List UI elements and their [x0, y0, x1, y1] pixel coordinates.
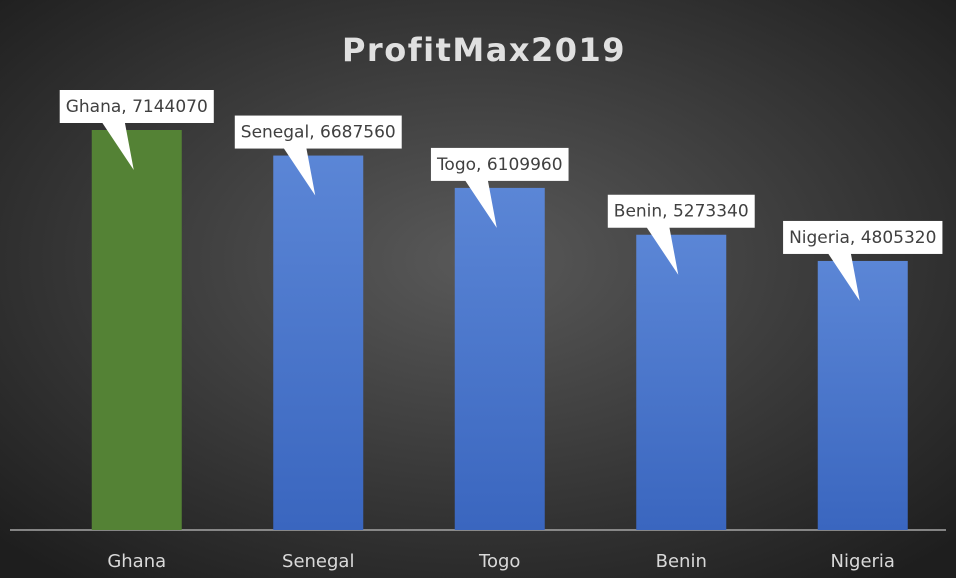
- data-label-pointer: [827, 252, 860, 301]
- data-label: Ghana, 7144070: [66, 97, 208, 117]
- bar: [817, 260, 908, 530]
- data-label-box: [430, 147, 569, 181]
- data-label: Nigeria, 4805320: [789, 228, 936, 248]
- data-label-pointer: [646, 226, 679, 275]
- data-label-pointer: [283, 147, 316, 196]
- x-tick-label: Ghana: [107, 551, 166, 572]
- data-label-pointer: [464, 179, 497, 228]
- bar: [454, 187, 545, 530]
- bar: [91, 130, 182, 530]
- data-label-pointer: [101, 122, 134, 170]
- data-label-box: [234, 115, 402, 149]
- chart-title: ProfitMax2019: [342, 31, 626, 69]
- bar: [273, 155, 364, 530]
- x-tick-label: Togo: [478, 551, 520, 572]
- x-tick-label: Senegal: [282, 551, 354, 572]
- data-label: Senegal, 6687560: [241, 123, 396, 143]
- data-label: Benin, 5273340: [614, 202, 749, 222]
- data-label-box: [607, 194, 755, 228]
- data-label: Togo, 6109960: [436, 155, 563, 175]
- x-tick-label: Nigeria: [831, 551, 895, 572]
- data-label-box: [783, 220, 943, 254]
- x-tick-label: Benin: [656, 551, 707, 572]
- bar: [636, 234, 727, 530]
- data-label-box: [59, 90, 214, 123]
